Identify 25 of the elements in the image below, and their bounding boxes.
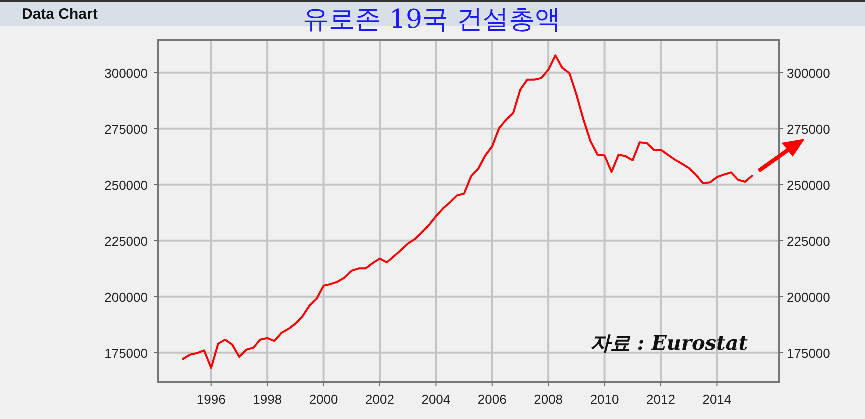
x-tick-label: 2006 xyxy=(478,392,507,407)
y-tick-label: 175000 xyxy=(104,346,148,361)
x-tick-label: 1998 xyxy=(253,392,282,407)
x-tick-label: 2010 xyxy=(590,392,620,407)
y-tick-label: 225000 xyxy=(104,234,148,249)
chart-title: 유로존 19국 건설총액 xyxy=(303,5,561,35)
y2-tick-label: 275000 xyxy=(787,122,830,137)
text: Data Chart xyxy=(22,6,98,23)
y2-tick-label: 225000 xyxy=(787,234,830,249)
x-tick-label: 2008 xyxy=(534,392,564,407)
x-tick-label: 2014 xyxy=(702,392,732,407)
x-tick-label: 1996 xyxy=(196,392,226,407)
y-tick-label: 250000 xyxy=(104,178,148,193)
y-tick-label: 275000 xyxy=(104,122,148,137)
y2-tick-label: 175000 xyxy=(787,346,830,361)
y2-tick-label: 200000 xyxy=(787,290,830,305)
x-tick-label: 2012 xyxy=(646,392,676,407)
y2-tick-label: 300000 xyxy=(787,66,830,81)
y-tick-label: 300000 xyxy=(104,66,148,81)
annotation: 자료 : Eurostat xyxy=(590,331,749,355)
x-tick-label: 2002 xyxy=(366,392,394,407)
y-tick-label: 200000 xyxy=(104,290,148,305)
x-tick-label: 2000 xyxy=(309,392,338,407)
y2-tick-label: 250000 xyxy=(787,178,830,193)
x-tick-label: 2004 xyxy=(422,392,451,407)
